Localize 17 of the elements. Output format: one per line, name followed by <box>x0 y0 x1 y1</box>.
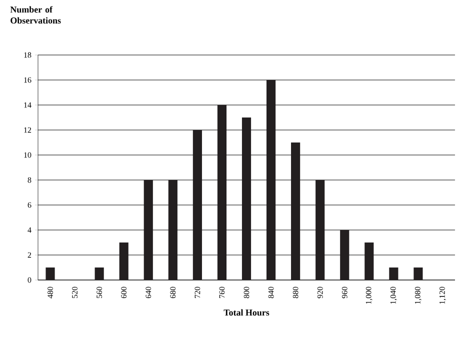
bar <box>217 105 227 280</box>
bar <box>46 268 55 280</box>
bar <box>340 230 350 280</box>
bar <box>389 268 398 280</box>
bar <box>364 242 374 280</box>
y-axis-title: Number of Observations <box>10 6 61 24</box>
bar <box>414 268 423 280</box>
bar <box>94 268 104 280</box>
bar <box>168 180 178 280</box>
bar <box>144 180 153 280</box>
bar <box>316 180 325 280</box>
bar <box>266 80 276 280</box>
bar <box>192 130 202 280</box>
bar <box>242 118 252 280</box>
x-axis-title: Total Hours <box>224 309 270 316</box>
bar <box>119 242 128 280</box>
bar <box>291 142 300 280</box>
